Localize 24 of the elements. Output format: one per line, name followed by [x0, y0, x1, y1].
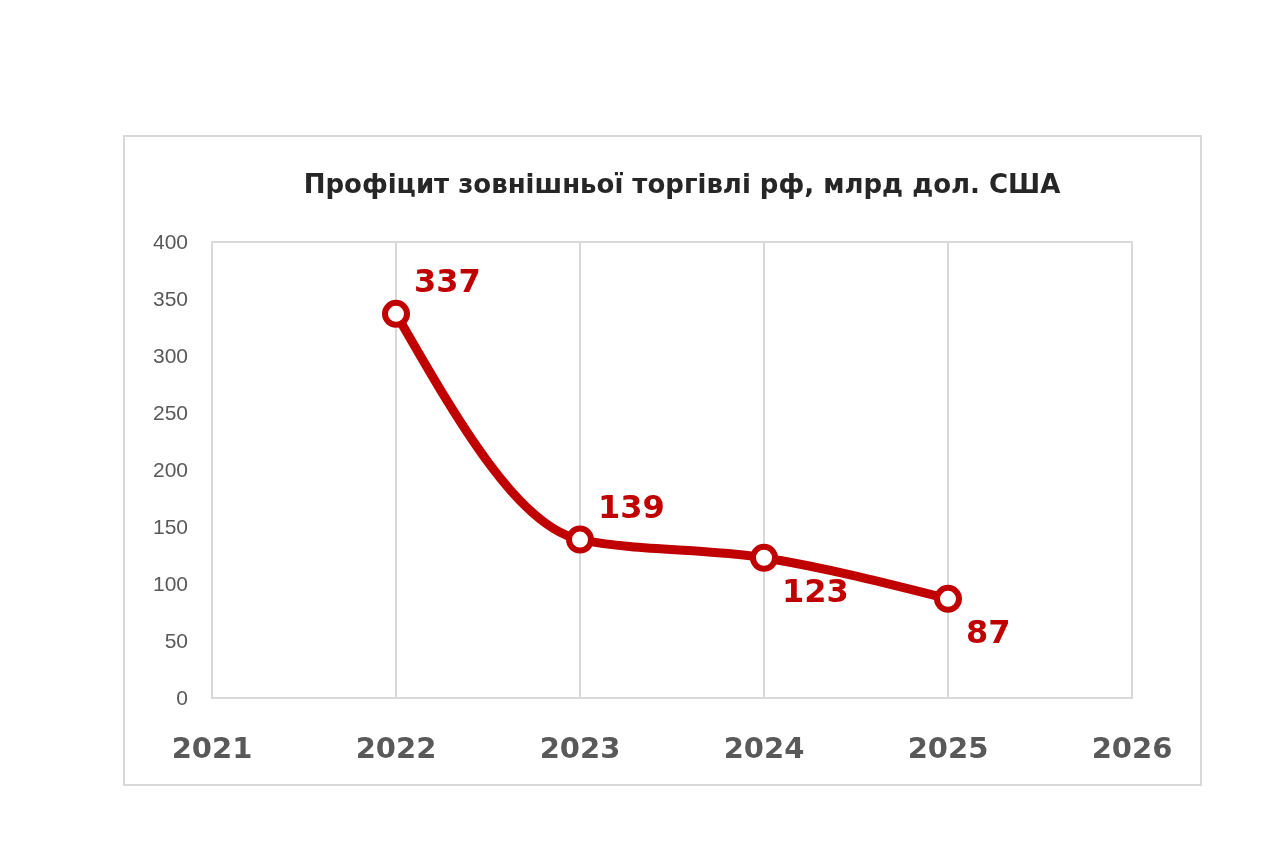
y-tick-label: 0: [176, 686, 188, 709]
y-tick-label: 250: [152, 401, 188, 424]
x-tick-label: 2026: [1091, 731, 1173, 765]
x-tick-label: 2022: [355, 731, 437, 765]
data-label: 123: [782, 571, 849, 610]
y-tick-label: 400: [152, 230, 188, 253]
y-tick-label: 50: [164, 629, 188, 652]
data-label: 337: [414, 261, 481, 300]
chart-title: Профіцит зовнішньої торгівлі рф, млрд дол. США: [303, 169, 1061, 199]
point: [934, 584, 962, 613]
y-tick-label: 150: [152, 515, 188, 538]
point: [382, 299, 410, 328]
data-label: 139: [598, 487, 665, 526]
data-label: 87: [966, 612, 1011, 651]
y-tick-label: 300: [152, 344, 188, 367]
point: [750, 543, 778, 572]
y-tick-label: 200: [152, 458, 188, 481]
point: [566, 525, 594, 554]
x-tick-label: 2024: [723, 731, 805, 765]
x-tick-label: 2025: [907, 731, 989, 765]
x-tick-label: 2021: [171, 731, 253, 765]
y-tick-label: 100: [152, 572, 188, 595]
y-tick-label: 350: [152, 287, 188, 310]
x-tick-label: 2023: [539, 731, 621, 765]
